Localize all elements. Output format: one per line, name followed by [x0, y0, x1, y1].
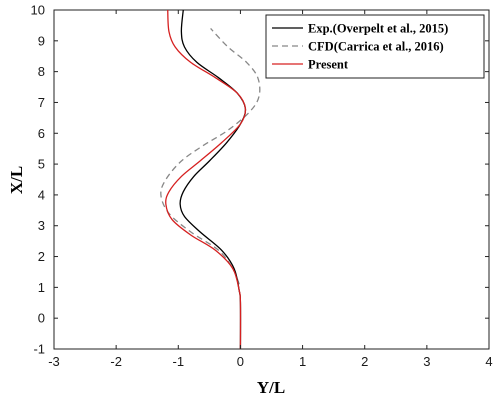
x-tick-label: -3: [48, 354, 60, 369]
x-tick-label: 3: [423, 354, 430, 369]
y-tick-label: 9: [38, 33, 45, 48]
y-tick-label: 10: [31, 3, 45, 18]
x-tick-label: -1: [173, 354, 185, 369]
y-tick-label: 7: [38, 95, 45, 110]
y-tick-label: 1: [38, 280, 45, 295]
y-tick-label: 8: [38, 64, 45, 79]
y-axis-title: X/L: [7, 166, 26, 194]
y-tick-label: 2: [38, 249, 45, 264]
x-tick-label: 4: [485, 354, 492, 369]
y-tick-label: 6: [38, 126, 45, 141]
x-tick-label: -2: [110, 354, 122, 369]
series-line-2: [160, 28, 261, 285]
y-tick-label: 0: [38, 311, 45, 326]
x-tick-label: 2: [361, 354, 368, 369]
x-axis-title: Y/L: [257, 378, 285, 397]
legend-label: CFD(Carrica et al., 2016): [308, 40, 444, 54]
series-line-3: [165, 9, 247, 350]
y-tick-label: 5: [38, 157, 45, 172]
x-tick-label: 0: [237, 354, 244, 369]
ticks-layer: -3 -2 -1 0 1 2 3 4 -1 0 1 2 3 4 5 6 7 8 9 10: [31, 3, 493, 370]
y-tick-label: -1: [33, 342, 45, 357]
legend-label: Exp.(Overpelt et al., 2015): [308, 22, 448, 36]
legend: Exp.(Overpelt et al., 2015) CFD(Carrica e…: [265, 14, 485, 79]
series-layer: [160, 9, 261, 350]
series-line-1: [179, 9, 247, 350]
x-tick-label: 1: [299, 354, 306, 369]
y-tick-label: 4: [38, 187, 45, 202]
y-tick-label: 3: [38, 218, 45, 233]
legend-label: Present: [308, 58, 349, 72]
